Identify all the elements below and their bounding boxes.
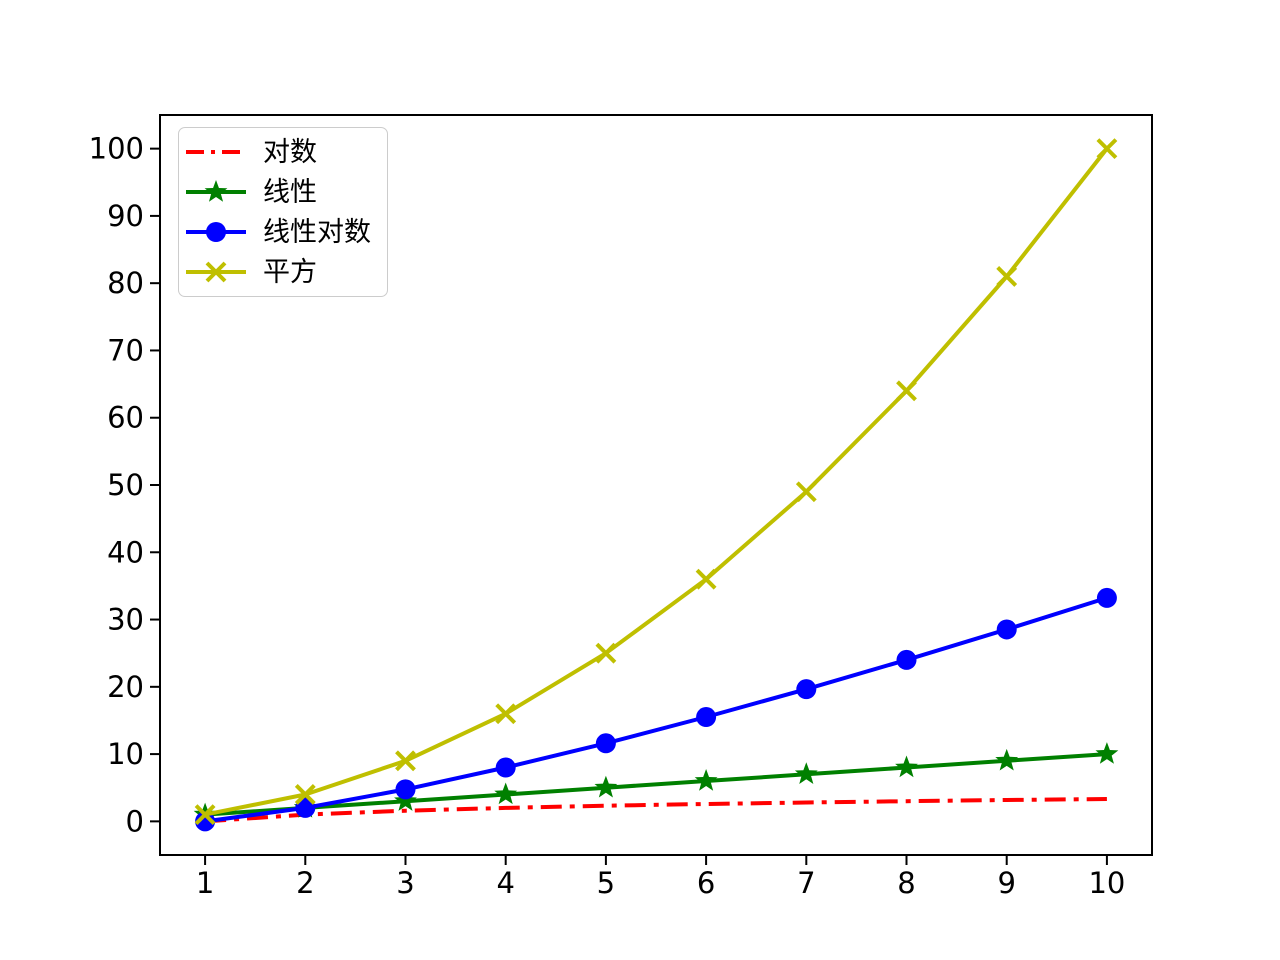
y-tick-label: 20 <box>107 670 144 704</box>
y-tick-label: 0 <box>126 804 144 838</box>
circle-marker <box>295 797 316 818</box>
x-tick-label: 6 <box>697 866 715 900</box>
legend-sample-dashdot-line <box>186 150 246 154</box>
circle-marker <box>195 811 216 832</box>
star-marker <box>995 748 1019 771</box>
series-line-线性 <box>204 752 1108 817</box>
x-tick-label: 3 <box>396 866 414 900</box>
y-tick-label: 80 <box>107 266 144 300</box>
star-marker <box>394 789 417 811</box>
circle-marker <box>996 619 1017 640</box>
x-tick-label: 10 <box>1088 866 1125 900</box>
x-tick-label: 8 <box>897 866 915 900</box>
legend-label: 线性对数 <box>263 216 371 248</box>
legend-sample-x-line <box>186 261 246 283</box>
x-marker <box>205 261 227 283</box>
legend-item-square: 平方 <box>186 252 371 292</box>
x-tick-label: 4 <box>496 866 514 900</box>
series-line-对数 <box>204 797 1107 824</box>
x-tick-label: 7 <box>797 866 815 900</box>
x-marker <box>896 380 917 402</box>
star-marker <box>694 769 718 791</box>
star-marker <box>204 180 228 202</box>
y-tick-label: 90 <box>107 199 144 233</box>
y-tick-label: 60 <box>107 401 144 435</box>
y-tick-label: 50 <box>107 468 144 502</box>
x-marker <box>194 804 216 826</box>
x-tick-label: 5 <box>597 866 615 900</box>
x-marker <box>595 642 617 664</box>
x-marker <box>795 481 817 503</box>
y-tick-label: 10 <box>107 737 144 771</box>
circle-marker <box>206 222 226 242</box>
x-tick-label: 9 <box>997 866 1015 900</box>
x-marker <box>395 750 416 772</box>
legend-sample-circle-line <box>186 222 246 242</box>
x-axis-ticks: 1 2 3 4 5 6 7 8 9 10 <box>196 855 1125 900</box>
legend-item-linear: 线性 <box>186 172 371 212</box>
circle-marker <box>696 707 717 728</box>
legend-sample-star-line <box>186 180 246 202</box>
series-line-线性对数 <box>204 595 1108 824</box>
y-tick-label: 70 <box>107 333 144 367</box>
x-marker <box>495 703 517 725</box>
star-marker <box>794 762 818 784</box>
x-marker <box>695 568 717 590</box>
circle-marker <box>1096 587 1117 608</box>
x-tick-label: 1 <box>196 866 214 900</box>
circle-marker <box>495 757 516 778</box>
x-tick-label: 2 <box>296 866 314 900</box>
series-line-平方 <box>204 147 1109 817</box>
series-lines <box>193 138 1119 832</box>
y-axis-ticks: 0 10 20 30 40 50 60 70 80 90 100 <box>89 132 160 838</box>
legend-item-log: 对数 <box>186 132 371 172</box>
star-marker <box>1095 742 1119 764</box>
circle-marker <box>796 679 817 700</box>
legend-label: 线性 <box>263 176 317 208</box>
star-marker <box>895 755 918 778</box>
star-marker <box>594 775 618 798</box>
legend-label: 平方 <box>263 256 317 288</box>
legend: 对数 线性 线性对数 平方 <box>178 127 388 297</box>
y-tick-label: 30 <box>107 603 144 637</box>
x-marker <box>294 784 316 805</box>
circle-marker <box>395 779 416 800</box>
x-marker <box>1096 138 1118 160</box>
star-marker <box>494 782 518 805</box>
y-tick-label: 100 <box>89 132 144 166</box>
y-tick-label: 40 <box>107 535 144 569</box>
legend-label: 对数 <box>263 136 317 168</box>
x-marker <box>996 266 1018 287</box>
circle-marker <box>595 733 616 754</box>
circle-marker <box>896 649 917 670</box>
legend-item-linearithmic: 线性对数 <box>186 212 371 252</box>
